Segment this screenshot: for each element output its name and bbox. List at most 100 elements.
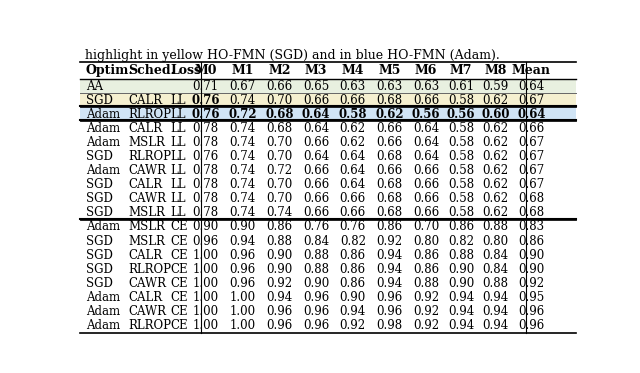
Text: 0.70: 0.70 bbox=[266, 178, 292, 191]
Text: 0.84: 0.84 bbox=[483, 263, 509, 276]
Text: M4: M4 bbox=[342, 64, 364, 77]
Text: 0.62: 0.62 bbox=[483, 192, 509, 206]
Text: 0.64: 0.64 bbox=[340, 178, 366, 191]
Text: 0.96: 0.96 bbox=[518, 319, 545, 332]
Text: 0.59: 0.59 bbox=[483, 80, 509, 93]
Text: Mean: Mean bbox=[512, 64, 551, 77]
Text: 0.70: 0.70 bbox=[413, 220, 439, 233]
Text: 0.66: 0.66 bbox=[413, 94, 439, 107]
Text: LL: LL bbox=[171, 136, 186, 149]
Text: 0.68: 0.68 bbox=[376, 206, 403, 219]
Text: 0.67: 0.67 bbox=[518, 136, 545, 149]
Text: 0.86: 0.86 bbox=[376, 220, 403, 233]
Text: 0.90: 0.90 bbox=[230, 220, 256, 233]
Text: 0.62: 0.62 bbox=[483, 94, 509, 107]
Text: 0.66: 0.66 bbox=[303, 178, 329, 191]
Text: 0.63: 0.63 bbox=[413, 80, 439, 93]
Text: 0.84: 0.84 bbox=[483, 249, 509, 261]
Text: 0.96: 0.96 bbox=[518, 305, 545, 318]
Text: 0.88: 0.88 bbox=[303, 263, 329, 276]
Text: 0.66: 0.66 bbox=[376, 122, 403, 135]
Text: LL: LL bbox=[171, 206, 186, 219]
Text: 0.63: 0.63 bbox=[340, 80, 366, 93]
Text: 0.67: 0.67 bbox=[230, 80, 256, 93]
Text: 0.90: 0.90 bbox=[340, 291, 366, 304]
Text: 0.90: 0.90 bbox=[448, 263, 474, 276]
Text: 0.90: 0.90 bbox=[303, 277, 329, 290]
Text: 0.66: 0.66 bbox=[340, 94, 366, 107]
Text: SGD: SGD bbox=[86, 150, 113, 163]
Text: 0.64: 0.64 bbox=[303, 150, 329, 163]
Text: 0.88: 0.88 bbox=[266, 235, 292, 248]
Text: 0.92: 0.92 bbox=[413, 305, 439, 318]
Text: 0.94: 0.94 bbox=[483, 305, 509, 318]
Text: RLROP: RLROP bbox=[129, 263, 172, 276]
Text: 0.70: 0.70 bbox=[266, 136, 292, 149]
Text: CAWR: CAWR bbox=[129, 164, 166, 177]
Text: 0.66: 0.66 bbox=[303, 206, 329, 219]
Text: 0.71: 0.71 bbox=[193, 80, 218, 93]
Text: 0.74: 0.74 bbox=[230, 122, 256, 135]
Text: 0.96: 0.96 bbox=[376, 291, 403, 304]
Text: 0.78: 0.78 bbox=[193, 164, 218, 177]
Text: 0.68: 0.68 bbox=[376, 178, 403, 191]
Text: 0.80: 0.80 bbox=[483, 235, 509, 248]
Text: M2: M2 bbox=[268, 64, 291, 77]
Text: Loss: Loss bbox=[171, 64, 202, 77]
Text: 0.58: 0.58 bbox=[339, 108, 367, 121]
Text: 0.66: 0.66 bbox=[303, 192, 329, 206]
Text: 0.64: 0.64 bbox=[517, 108, 546, 121]
Text: CALR: CALR bbox=[129, 94, 163, 107]
Text: 0.82: 0.82 bbox=[340, 235, 366, 248]
Text: 0.94: 0.94 bbox=[230, 235, 256, 248]
Text: LL: LL bbox=[171, 108, 186, 121]
Text: LL: LL bbox=[171, 192, 186, 206]
Text: 0.90: 0.90 bbox=[193, 220, 219, 233]
Text: 0.74: 0.74 bbox=[266, 206, 292, 219]
Text: 0.96: 0.96 bbox=[376, 305, 403, 318]
Text: 0.76: 0.76 bbox=[340, 220, 366, 233]
Text: 0.58: 0.58 bbox=[448, 150, 474, 163]
Text: 0.78: 0.78 bbox=[193, 206, 218, 219]
Text: 0.58: 0.58 bbox=[448, 178, 474, 191]
Text: SGD: SGD bbox=[86, 263, 113, 276]
Text: 0.90: 0.90 bbox=[518, 263, 545, 276]
Text: 0.62: 0.62 bbox=[483, 178, 509, 191]
Text: 0.70: 0.70 bbox=[266, 94, 292, 107]
Text: 0.82: 0.82 bbox=[448, 235, 474, 248]
Text: 0.86: 0.86 bbox=[340, 263, 366, 276]
Text: 0.58: 0.58 bbox=[448, 122, 474, 135]
Text: 0.96: 0.96 bbox=[193, 235, 219, 248]
Text: 0.62: 0.62 bbox=[340, 122, 366, 135]
Text: LL: LL bbox=[171, 122, 186, 135]
Text: 0.74: 0.74 bbox=[230, 164, 256, 177]
Text: 0.64: 0.64 bbox=[340, 150, 366, 163]
Text: 1.00: 1.00 bbox=[193, 263, 218, 276]
Text: CALR: CALR bbox=[129, 249, 163, 261]
Text: 0.58: 0.58 bbox=[448, 136, 474, 149]
Text: 0.88: 0.88 bbox=[303, 249, 329, 261]
Text: 0.92: 0.92 bbox=[340, 319, 366, 332]
Text: 0.96: 0.96 bbox=[266, 319, 292, 332]
Text: CALR: CALR bbox=[129, 291, 163, 304]
Text: 0.92: 0.92 bbox=[376, 235, 403, 248]
Text: Adam: Adam bbox=[86, 291, 120, 304]
Text: 1.00: 1.00 bbox=[230, 291, 256, 304]
Text: M6: M6 bbox=[415, 64, 437, 77]
Text: SGD: SGD bbox=[86, 206, 113, 219]
Text: 0.76: 0.76 bbox=[191, 94, 220, 107]
Text: 0.67: 0.67 bbox=[518, 150, 545, 163]
Text: 0.64: 0.64 bbox=[518, 80, 545, 93]
Text: MSLR: MSLR bbox=[129, 220, 166, 233]
Text: 0.66: 0.66 bbox=[413, 192, 439, 206]
Text: 0.95: 0.95 bbox=[518, 291, 545, 304]
Text: 0.76: 0.76 bbox=[191, 108, 220, 121]
Text: 0.96: 0.96 bbox=[266, 305, 292, 318]
Text: 0.88: 0.88 bbox=[483, 220, 509, 233]
Text: 0.94: 0.94 bbox=[448, 305, 474, 318]
Text: 0.84: 0.84 bbox=[303, 235, 329, 248]
Text: RLROP: RLROP bbox=[129, 108, 172, 121]
Text: 0.96: 0.96 bbox=[303, 305, 329, 318]
Text: MSLR: MSLR bbox=[129, 136, 166, 149]
Text: 0.98: 0.98 bbox=[376, 319, 403, 332]
